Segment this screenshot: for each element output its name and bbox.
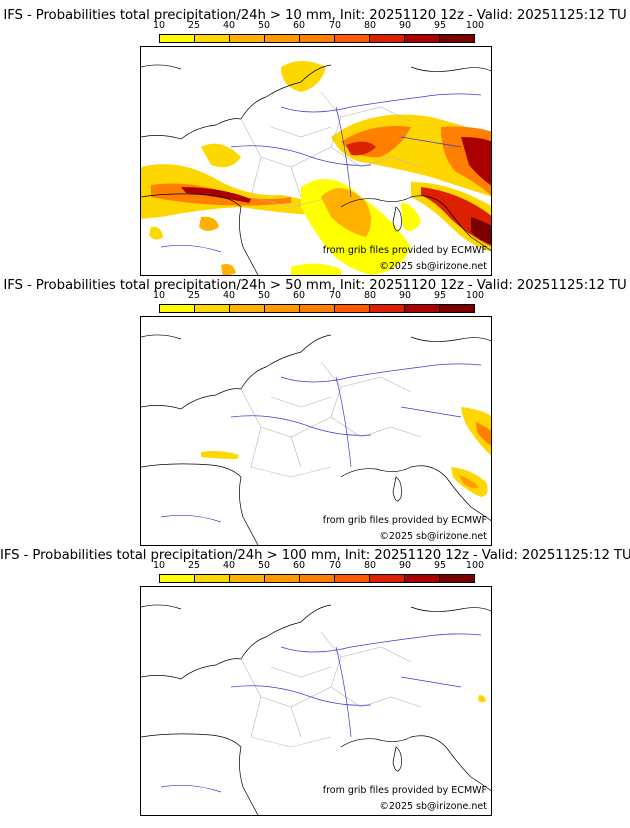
colorbar-swatch	[160, 35, 195, 42]
colorbar-tick: 10	[152, 20, 166, 31]
colorbar-swatch	[440, 575, 474, 582]
regional-borders	[240, 631, 422, 748]
colorbar-tick: 100	[465, 20, 485, 31]
colorbar-tick: 10	[152, 290, 166, 301]
colorbar-tick: 90	[398, 560, 412, 571]
panel-title: IFS - Probabilities total precipitation/…	[3, 278, 627, 293]
colorbar-tick: 60	[292, 290, 306, 301]
panel-title: IFS - Probabilities total precipitation/…	[3, 8, 627, 23]
panel-title: IFS - Probabilities total precipitation/…	[0, 548, 630, 563]
colorbar-tick: 25	[187, 290, 201, 301]
colorbar-tick: 40	[222, 560, 236, 571]
precip-map: from grib files provided by ECMWF ©2025 …	[140, 316, 492, 546]
map-canvas	[141, 334, 491, 545]
copyright-credit: ©2025 sb@irizone.net	[379, 801, 487, 812]
colorbar-tick: 40	[222, 290, 236, 301]
colorbar-swatch	[265, 575, 300, 582]
map-panel-10mm: IFS - Probabilities total precipitation/…	[0, 8, 630, 278]
colorbar-tick: 25	[187, 20, 201, 31]
colorbar-tick: 25	[187, 560, 201, 571]
precip-map: from grib files provided by ECMWF ©2025 …	[140, 586, 492, 816]
colorbar-swatch	[195, 35, 230, 42]
colorbar-swatch	[230, 575, 265, 582]
data-source-credit: from grib files provided by ECMWF	[322, 245, 487, 256]
colorbar-tick: 60	[292, 560, 306, 571]
colorbar-labels: 10 25 40 50 60 70 80 90 95 100	[153, 560, 484, 572]
regional-borders	[240, 361, 422, 478]
copyright-credit: ©2025 sb@irizone.net	[379, 531, 487, 542]
colorbar-labels: 10 25 40 50 60 70 80 90 95 100	[153, 290, 484, 302]
colorbar-tick: 95	[433, 20, 447, 31]
colorbar-swatch	[335, 35, 370, 42]
colorbar-swatch	[440, 35, 474, 42]
map-canvas	[141, 604, 491, 815]
colorbar-tick: 100	[465, 560, 485, 571]
colorbar-tick: 40	[222, 20, 236, 31]
data-source-credit: from grib files provided by ECMWF	[322, 515, 487, 526]
colorbar-tick: 50	[257, 20, 271, 31]
colorbar	[159, 574, 475, 583]
rivers	[160, 633, 482, 793]
copyright-credit: ©2025 sb@irizone.net	[379, 261, 487, 272]
colorbar-tick: 95	[433, 290, 447, 301]
colorbar	[159, 304, 475, 313]
map-panel-100mm: IFS - Probabilities total precipitation/…	[0, 548, 630, 818]
map-panel-50mm: IFS - Probabilities total precipitation/…	[0, 278, 630, 548]
map-canvas	[141, 61, 491, 275]
colorbar-swatch	[405, 35, 440, 42]
data-source-credit: from grib files provided by ECMWF	[322, 785, 487, 796]
colorbar-swatch	[370, 575, 405, 582]
colorbar-swatch	[405, 305, 440, 312]
colorbar-tick: 80	[363, 290, 377, 301]
colorbar-labels: 10 25 40 50 60 70 80 90 95 100	[153, 20, 484, 32]
colorbar-swatch	[160, 305, 195, 312]
colorbar-tick: 50	[257, 290, 271, 301]
colorbar-tick: 90	[398, 290, 412, 301]
colorbar-tick: 60	[292, 20, 306, 31]
colorbar-swatch	[195, 575, 230, 582]
precip-overlay	[141, 61, 491, 275]
precip-map: from grib files provided by ECMWF ©2025 …	[140, 46, 492, 276]
colorbar-tick: 80	[363, 20, 377, 31]
colorbar	[159, 34, 475, 43]
colorbar-tick: 70	[328, 560, 342, 571]
colorbar-swatch	[300, 575, 335, 582]
colorbar-swatch	[195, 305, 230, 312]
colorbar-tick: 95	[433, 560, 447, 571]
colorbar-swatch	[265, 35, 300, 42]
rivers	[160, 93, 482, 253]
colorbar-swatch	[300, 35, 335, 42]
colorbar-swatch	[230, 305, 265, 312]
colorbar-swatch	[405, 575, 440, 582]
colorbar-tick: 10	[152, 560, 166, 571]
precip-overlay	[201, 407, 491, 497]
colorbar-swatch	[160, 575, 195, 582]
colorbar-swatch	[335, 575, 370, 582]
precip-overlay	[478, 695, 486, 703]
colorbar-tick: 70	[328, 290, 342, 301]
rivers	[160, 363, 482, 523]
colorbar-tick: 90	[398, 20, 412, 31]
colorbar-swatch	[335, 305, 370, 312]
colorbar-swatch	[440, 305, 474, 312]
colorbar-swatch	[230, 35, 265, 42]
colorbar-tick: 80	[363, 560, 377, 571]
colorbar-swatch	[300, 305, 335, 312]
colorbar-swatch	[370, 305, 405, 312]
colorbar-tick: 70	[328, 20, 342, 31]
colorbar-swatch	[265, 305, 300, 312]
colorbar-tick: 100	[465, 290, 485, 301]
colorbar-tick: 50	[257, 560, 271, 571]
colorbar-swatch	[370, 35, 405, 42]
